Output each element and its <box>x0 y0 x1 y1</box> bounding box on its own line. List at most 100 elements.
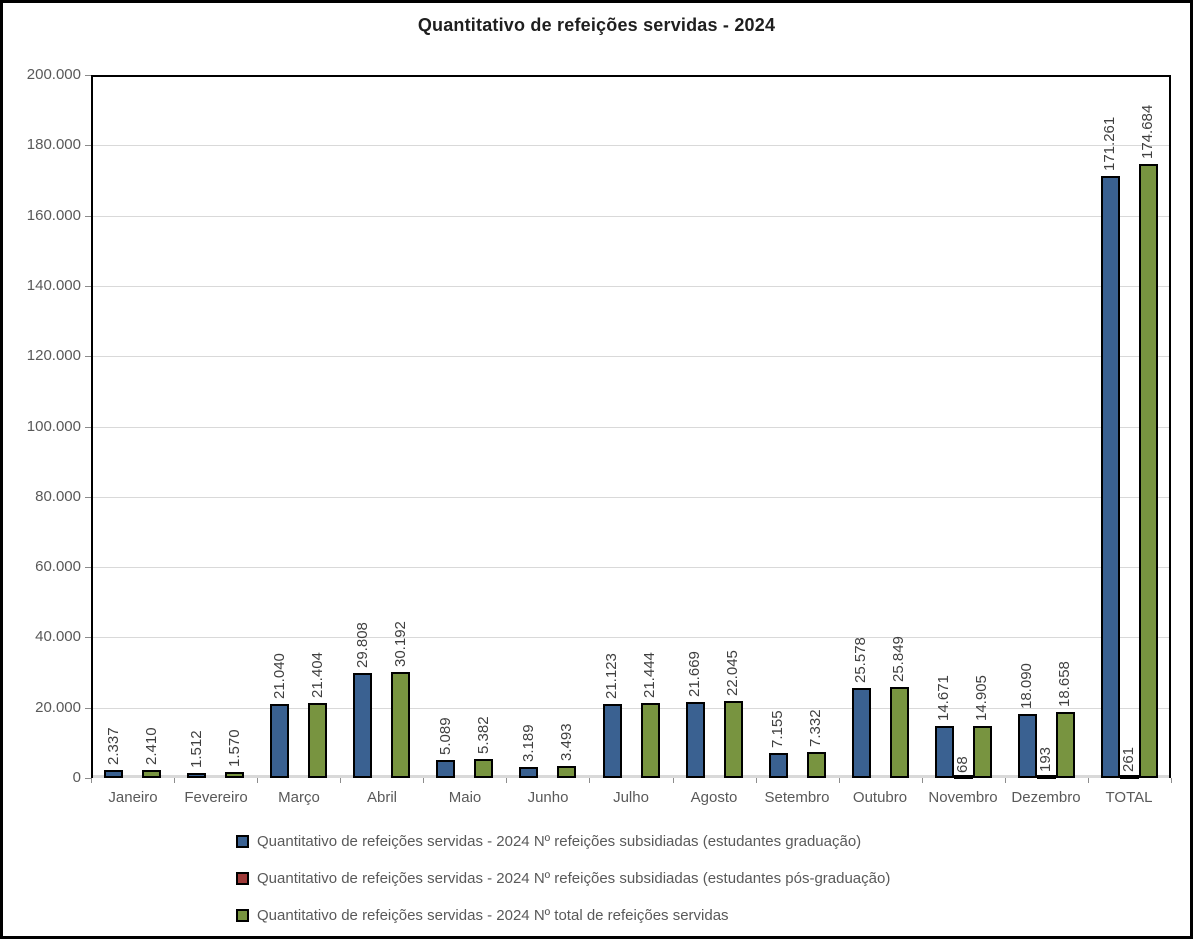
bar-graduacao-Julho <box>603 704 622 778</box>
x-axis-category-label: Fevereiro <box>184 789 248 806</box>
bar-graduacao-Junho <box>519 767 538 778</box>
x-axis-category-label: Março <box>278 789 320 806</box>
bar-graduacao-Agosto <box>686 702 705 778</box>
y-axis-tick-label: 20.000 <box>35 699 81 716</box>
x-axis-tick-mark <box>340 778 341 783</box>
chart-title: Quantitativo de refeições servidas - 202… <box>417 15 776 35</box>
bar-total-TOTAL <box>1139 164 1158 778</box>
bar-value-label-total: 5.382 <box>475 716 492 754</box>
bar-value-label-graduacao: 25.578 <box>852 637 869 683</box>
bar-total-Março <box>308 703 327 778</box>
bar-total-Agosto <box>724 701 743 778</box>
x-axis-category-label: Maio <box>448 789 482 806</box>
bar-value-label-pos-graduacao: 193 <box>1037 746 1054 772</box>
y-axis-tick-mark <box>85 567 91 568</box>
gridline <box>91 567 1171 568</box>
bar-total-Novembro <box>973 726 992 778</box>
y-axis-tick-label: 200.000 <box>26 66 81 83</box>
bar-total-Outubro <box>890 687 909 778</box>
gridline <box>91 637 1171 638</box>
bar-total-Junho <box>557 766 576 778</box>
x-axis-category-label: Dezembro <box>1011 789 1081 806</box>
bar-graduacao-Dezembro <box>1018 714 1037 778</box>
bar-value-label-graduacao: 29.808 <box>354 622 371 668</box>
gridline <box>91 427 1171 428</box>
bar-graduacao-Abril <box>353 673 372 778</box>
y-axis-tick-label: 80.000 <box>35 488 81 505</box>
bar-value-label-pos-graduacao: 261 <box>1120 746 1137 772</box>
y-axis-tick-label: 60.000 <box>35 558 81 575</box>
bar-value-label-total: 3.493 <box>558 723 575 761</box>
bar-value-label-graduacao: 5.089 <box>437 717 454 755</box>
bar-total-Janeiro <box>142 770 161 778</box>
bar-value-label-graduacao: 21.669 <box>686 651 703 697</box>
x-axis-tick-mark <box>1005 778 1006 783</box>
bar-graduacao-TOTAL <box>1101 176 1120 778</box>
x-axis-category-label: Julho <box>613 789 649 806</box>
y-axis-tick-mark <box>85 286 91 287</box>
bar-graduacao-Outubro <box>852 688 871 778</box>
x-axis-category-label: Novembro <box>928 789 998 806</box>
y-axis-tick-mark <box>85 708 91 709</box>
y-axis-tick-mark <box>85 75 91 76</box>
bar-graduacao-Janeiro <box>104 770 123 778</box>
bar-value-label-graduacao: 1.512 <box>188 730 205 768</box>
bar-value-label-graduacao: 14.671 <box>935 675 952 721</box>
gridline <box>91 356 1171 357</box>
y-axis-tick-label: 120.000 <box>26 347 81 364</box>
gridline <box>91 286 1171 287</box>
y-axis-tick-mark <box>85 637 91 638</box>
bar-total-Maio <box>474 759 493 778</box>
x-axis-tick-mark <box>423 778 424 783</box>
y-axis-tick-mark <box>85 778 91 779</box>
bar-value-label-total: 22.045 <box>724 650 741 696</box>
bar-value-label-graduacao: 3.189 <box>520 724 537 762</box>
plot-border-top <box>91 75 1171 77</box>
legend-marker-total-icon <box>236 908 249 922</box>
bar-value-label-pos-graduacao: 68 <box>954 756 971 773</box>
y-axis-tick-mark <box>85 216 91 217</box>
gridline <box>91 216 1171 217</box>
legend-marker-graduacao-icon <box>236 834 249 848</box>
bar-graduacao-Março <box>270 704 289 778</box>
bar-value-label-graduacao: 7.155 <box>769 710 786 748</box>
bar-value-label-total: 7.332 <box>807 709 824 747</box>
y-axis-tick-mark <box>85 356 91 357</box>
gridline <box>91 145 1171 146</box>
bar-graduacao-Maio <box>436 760 455 778</box>
bar-value-label-graduacao: 21.123 <box>603 653 620 699</box>
plot-border-right <box>1169 75 1171 778</box>
x-axis-line <box>91 775 1171 778</box>
x-axis-tick-mark <box>1171 778 1172 783</box>
x-axis-tick-mark <box>673 778 674 783</box>
x-axis-tick-mark <box>922 778 923 783</box>
y-axis-tick-label: 40.000 <box>35 628 81 645</box>
bar-graduacao-Fevereiro <box>187 773 206 778</box>
bar-value-label-total: 174.684 <box>1139 104 1156 159</box>
bar-pos-graduacao-Novembro <box>954 775 973 779</box>
bar-value-label-total: 14.905 <box>973 675 990 721</box>
x-axis-category-label: Janeiro <box>108 789 158 806</box>
gridline <box>91 497 1171 498</box>
bar-pos-graduacao-Dezembro <box>1037 775 1056 779</box>
x-axis-category-label: Outubro <box>852 789 908 806</box>
bar-total-Setembro <box>807 752 826 778</box>
bar-value-label-total: 21.444 <box>641 652 658 698</box>
bar-value-label-graduacao: 171.261 <box>1101 116 1118 171</box>
bar-total-Fevereiro <box>225 772 244 778</box>
legend-item-total: Quantitativo de refeições servidas - 202… <box>236 906 729 924</box>
bar-value-label-total: 30.192 <box>392 621 409 667</box>
x-axis-tick-mark <box>839 778 840 783</box>
bar-pos-graduacao-TOTAL <box>1120 775 1139 779</box>
gridline <box>91 708 1171 709</box>
legend-item-pos-graduacao: Quantitativo de refeições servidas - 202… <box>236 869 890 887</box>
bar-value-label-graduacao: 21.040 <box>271 653 288 699</box>
x-axis-tick-mark <box>1088 778 1089 783</box>
x-axis-tick-mark <box>756 778 757 783</box>
x-axis-tick-mark <box>91 778 92 783</box>
x-axis-category-label: TOTAL <box>1105 789 1153 806</box>
bar-value-label-total: 2.410 <box>143 727 160 765</box>
y-axis-tick-label: 100.000 <box>26 418 81 435</box>
x-axis-tick-mark <box>174 778 175 783</box>
